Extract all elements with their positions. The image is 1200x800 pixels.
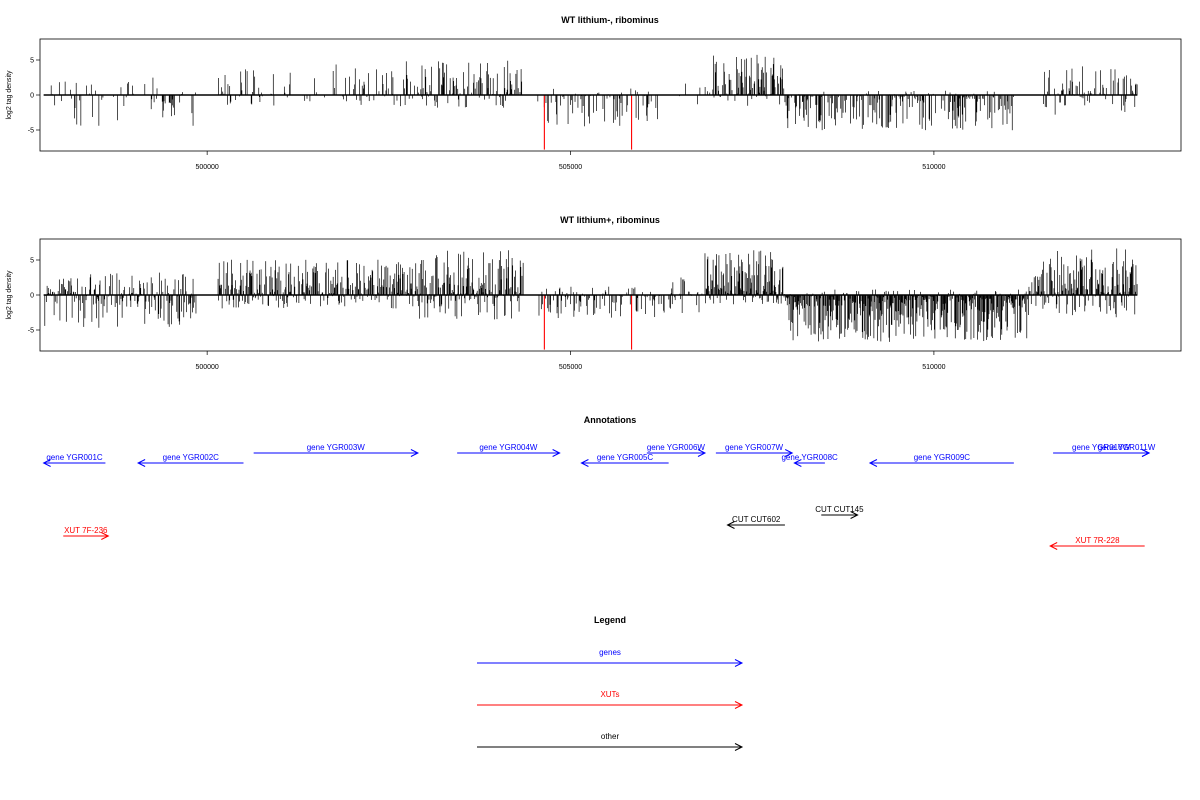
legend-label: other	[601, 732, 620, 741]
annotation-gene: gene YGR008C	[781, 453, 838, 467]
annotation-label: gene YGR009C	[914, 453, 971, 462]
annotation-label: gene YGR010W	[1072, 443, 1131, 452]
x-tick-label: 505000	[559, 364, 582, 371]
annotation-gene: gene YGR002C	[136, 453, 244, 467]
y-tick-label: 0	[30, 93, 34, 100]
x-tick-label: 510000	[922, 164, 945, 171]
annotation-label: gene YGR004W	[479, 443, 538, 452]
y-tick-label: 0	[30, 293, 34, 300]
x-tick-label: 510000	[922, 364, 945, 371]
annotation-label: XUT 7F-236	[64, 526, 108, 535]
annotation-gene: gene YGR004W	[457, 443, 561, 457]
legend: Legend genes XUTs other	[477, 615, 744, 751]
annotation-gene: gene YGR003W	[253, 443, 420, 457]
annotation-label: gene YGR001C	[46, 453, 103, 462]
annotation-other: CUT CUT602	[726, 515, 785, 529]
axes: 5 0 -5 500000 505000 510000	[28, 258, 946, 372]
axes: 5 0 -5 500000 505000 510000	[28, 58, 946, 172]
legend-label: genes	[599, 648, 621, 657]
annotation-gene: gene YGR009C	[868, 453, 1014, 467]
y-axis-label: log2 tag density	[6, 70, 13, 120]
legend-title: Legend	[594, 615, 626, 625]
annotation-label: gene YGR006W	[647, 443, 706, 452]
annotation-label: XUT 7R-228	[1075, 536, 1120, 545]
annotation-label: CUT CUT145	[815, 505, 864, 514]
annotation-gene: gene YGR007W	[715, 443, 794, 457]
annotation-label: gene YGR011W	[1098, 443, 1156, 452]
annotation-label: gene YGR002C	[163, 453, 220, 462]
annotation-xut: XUT 7R-228	[1049, 536, 1145, 550]
annotation-label: gene YGR008C	[781, 453, 838, 462]
legend-item-xut: XUTs	[477, 690, 744, 709]
legend-item-gene: genes	[477, 648, 744, 667]
panel-title: WT lithium+, ribominus	[560, 215, 660, 225]
y-tick-label: -5	[28, 128, 34, 135]
panel-title: WT lithium-, ribominus	[561, 15, 659, 25]
annotation-gene: gene YGR006W	[646, 443, 707, 457]
annotation-label: gene YGR003W	[307, 443, 366, 452]
y-tick-label: 5	[30, 58, 34, 65]
annotation-gene: gene YGR001C	[42, 453, 106, 467]
annotation-label: CUT CUT602	[732, 515, 781, 524]
density-bars	[43, 54, 1138, 150]
x-tick-label: 500000	[195, 164, 218, 171]
annotation-label: gene YGR005C	[597, 453, 654, 462]
track-panel-lithium-minus: WT lithium-, ribominus log2 tag density …	[6, 15, 1182, 172]
y-tick-label: -5	[28, 328, 34, 335]
track-panel-lithium-plus: WT lithium+, ribominus log2 tag density …	[6, 215, 1182, 372]
legend-items: genes XUTs other	[477, 648, 744, 751]
x-tick-label: 500000	[195, 364, 218, 371]
annotation-label: gene YGR007W	[725, 443, 784, 452]
annotation-other: CUT CUT145	[815, 505, 864, 519]
annotation-gene: gene YGR011W	[1098, 443, 1156, 457]
annotations-track: Annotations gene YGR001C gene YGR002Cgene…	[42, 415, 1156, 550]
density-bars	[43, 248, 1138, 350]
annotation-xut: XUT 7F-236	[63, 526, 110, 540]
annotation-gene: gene YGR005C	[580, 453, 669, 467]
legend-item-other: other	[477, 732, 744, 751]
y-axis-label: log2 tag density	[6, 270, 13, 320]
y-tick-label: 5	[30, 258, 34, 265]
annotation-items: gene YGR001C gene YGR002C gene YGR003W gene…	[42, 443, 1156, 550]
legend-label: XUTs	[600, 690, 619, 699]
annotations-title: Annotations	[584, 415, 637, 425]
x-tick-label: 505000	[559, 164, 582, 171]
